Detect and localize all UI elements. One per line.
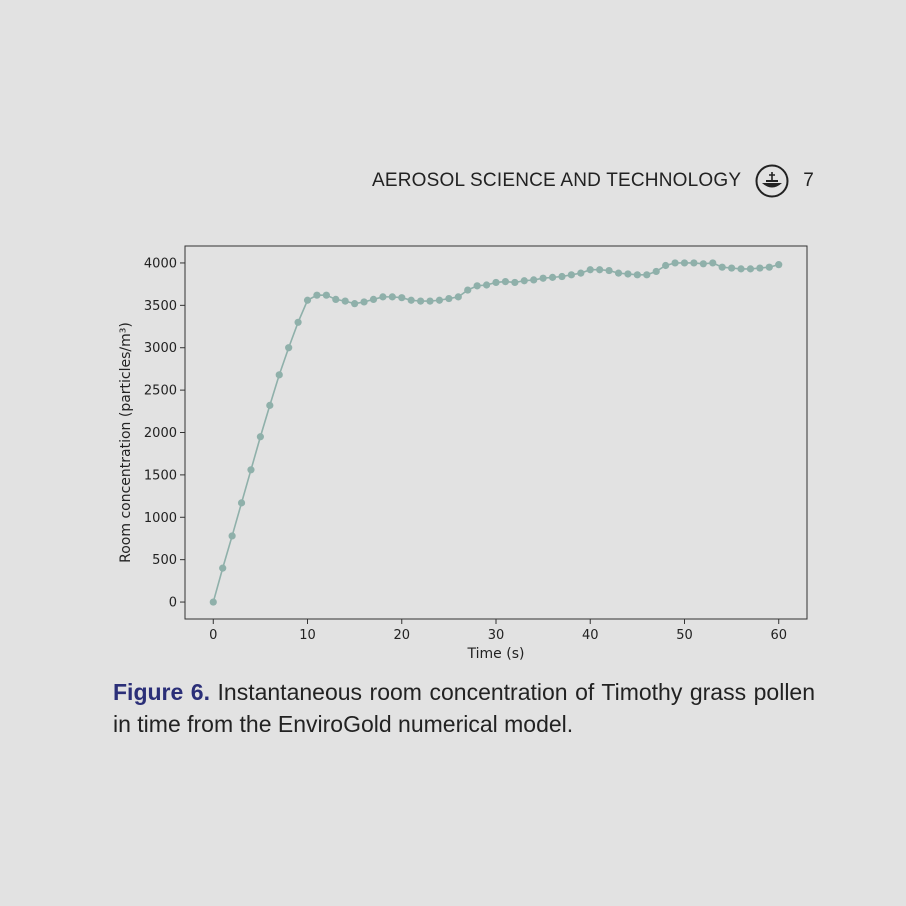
data-point xyxy=(765,263,773,271)
x-tick-label: 10 xyxy=(299,628,316,643)
data-point xyxy=(209,598,217,606)
data-point xyxy=(539,274,547,282)
x-tick-label: 0 xyxy=(209,628,217,643)
plot-area: 0 10 20 30 40 50 60 0 500 1000 1500 2000 2500 3000 350… xyxy=(144,245,808,643)
data-point xyxy=(388,293,396,301)
data-point xyxy=(322,291,330,299)
data-point xyxy=(369,295,378,304)
data-point xyxy=(379,293,387,301)
data-point xyxy=(228,532,236,540)
data-point xyxy=(662,261,670,270)
data-point xyxy=(586,266,594,274)
data-point xyxy=(680,259,689,267)
data-point xyxy=(520,277,528,285)
data-point xyxy=(398,294,406,302)
x-tick-label: 20 xyxy=(393,628,410,643)
x-tick-label: 60 xyxy=(770,628,787,643)
data-point xyxy=(313,291,321,299)
y-tick-label: 1500 xyxy=(144,468,177,483)
plot-frame xyxy=(184,245,808,620)
data-point xyxy=(671,259,679,267)
data-point xyxy=(464,286,472,294)
data-point xyxy=(718,263,726,271)
data-point xyxy=(558,272,566,281)
journal-title: AEROSOL SCIENCE AND TECHNOLOGY xyxy=(372,170,742,191)
data-point xyxy=(332,295,340,304)
data-point xyxy=(219,564,227,572)
running-header: AEROSOL SCIENCE AND TECHNOLOGY 7 xyxy=(372,164,814,198)
data-point xyxy=(511,278,519,287)
data-point xyxy=(417,297,425,305)
data-point xyxy=(303,296,312,304)
data-point xyxy=(614,269,623,277)
caption-text: Instantaneous room concentration of Timo… xyxy=(113,679,816,737)
data-point xyxy=(690,259,698,267)
data-point xyxy=(567,271,575,279)
data-point xyxy=(256,433,264,441)
data-point xyxy=(643,271,651,279)
y-tick-label: 500 xyxy=(152,553,177,568)
data-point xyxy=(756,264,764,272)
x-tick-label: 50 xyxy=(676,628,693,643)
data-point xyxy=(351,300,359,308)
data-point xyxy=(237,499,246,507)
data-point xyxy=(728,264,736,272)
data-point xyxy=(709,259,717,267)
data-point xyxy=(360,298,368,306)
y-tick-label: 0 xyxy=(169,596,177,611)
data-point xyxy=(454,293,462,301)
data-point xyxy=(285,344,293,352)
y-tick-label: 3500 xyxy=(144,299,177,314)
x-axis-label: Time (s) xyxy=(467,646,525,662)
data-point xyxy=(501,278,510,286)
page-number: 7 xyxy=(803,170,814,191)
aerosol-journal-logo-icon xyxy=(755,164,789,198)
data-point xyxy=(275,371,283,379)
data-point xyxy=(605,266,613,275)
y-axis-label: Room concentration (particles/m³) xyxy=(118,322,134,563)
data-point xyxy=(482,281,491,289)
data-point xyxy=(247,466,255,474)
y-tick-label: 2500 xyxy=(144,384,177,399)
data-point xyxy=(341,297,349,305)
data-point xyxy=(746,265,755,273)
data-point xyxy=(699,260,707,268)
data-point xyxy=(445,294,453,303)
data-point xyxy=(266,401,274,409)
y-tick-label: 3000 xyxy=(144,341,177,356)
x-tick-label: 30 xyxy=(488,628,505,643)
data-point xyxy=(633,271,641,279)
data-point xyxy=(652,267,660,276)
data-point xyxy=(435,296,444,304)
data-point xyxy=(596,266,604,274)
data-point xyxy=(624,270,632,278)
y-tick-label: 4000 xyxy=(144,256,177,271)
series-line xyxy=(212,262,779,603)
y-tick-label: 1000 xyxy=(144,511,177,526)
y-tick-label: 2000 xyxy=(144,426,177,441)
data-point xyxy=(473,282,481,290)
data-point xyxy=(294,318,302,326)
x-tick-label: 40 xyxy=(582,628,599,643)
figure-caption: Figure 6. Instantaneous room concentrati… xyxy=(113,676,815,740)
data-point xyxy=(426,297,434,305)
data-point xyxy=(775,261,783,269)
caption-label: Figure 6. xyxy=(113,679,210,705)
data-point xyxy=(530,276,538,284)
data-point xyxy=(407,296,415,304)
data-point xyxy=(492,278,500,287)
data-point xyxy=(548,273,557,281)
data-point xyxy=(737,265,745,273)
data-point xyxy=(577,269,585,277)
